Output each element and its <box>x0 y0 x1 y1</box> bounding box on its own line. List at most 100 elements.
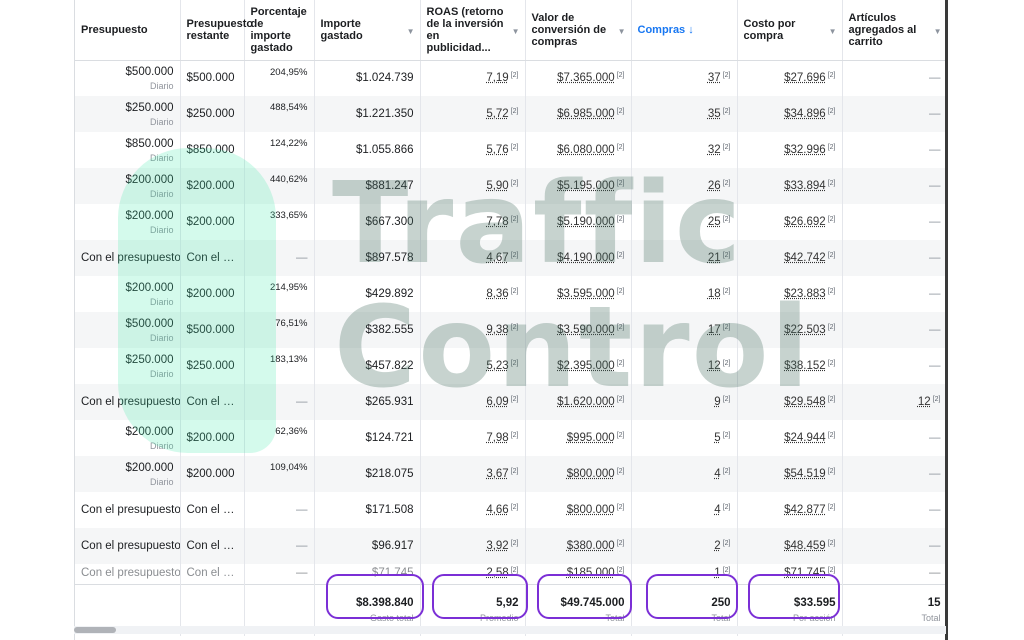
column-header-5[interactable]: Valor de conversión de compras ▼ <box>525 0 632 61</box>
cost-per-purchase-cell[interactable]: $42.877 [2] <box>737 492 843 528</box>
purchases-cell[interactable]: 37 [2] <box>631 60 738 96</box>
cost-per-purchase-cell[interactable]: $33.894 [2] <box>737 168 843 204</box>
cart-items-value: — <box>929 324 941 336</box>
cost-per-purchase-cell[interactable]: $26.692 [2] <box>737 204 843 240</box>
roas-cell[interactable]: 9,38 [2] <box>420 312 526 348</box>
column-header-label: Compras ↓ <box>637 23 694 36</box>
budget-value: $500.000 <box>125 317 174 330</box>
purchases-cell[interactable]: 12 [2] <box>631 348 738 384</box>
column-header-4[interactable]: ROAS (retorno de la inversión en publici… <box>420 0 526 61</box>
column-header-0[interactable]: Presupuesto <box>75 0 181 61</box>
horizontal-scrollbar-thumb[interactable] <box>74 627 116 633</box>
amount-spent-cell: $382.555 <box>314 312 421 348</box>
reference-marker: [2] <box>827 108 836 115</box>
reference-marker: [2] <box>827 432 836 439</box>
purchases-cell[interactable]: 32 [2] <box>631 132 738 168</box>
conversion-value-cell[interactable]: $5.195.000 [2] <box>525 168 632 204</box>
spent-percentage-cell: — <box>244 492 315 528</box>
cost-per-purchase-cell[interactable]: $23.883 [2] <box>737 276 843 312</box>
roas-cell[interactable]: 4,66 [2] <box>420 492 526 528</box>
purchases-cell[interactable]: 25 [2] <box>631 204 738 240</box>
roas-cell[interactable]: 7,19 [2] <box>420 60 526 96</box>
column-header-label: Porcentaje de importe gastado <box>250 5 307 54</box>
sort-chevron-down-icon[interactable]: ▼ <box>933 27 942 36</box>
roas-cell[interactable]: 3,92 [2] <box>420 528 526 564</box>
roas-cell[interactable]: 5,90 [2] <box>420 168 526 204</box>
conversion-value-cell[interactable]: $3.590.000 [2] <box>525 312 632 348</box>
horizontal-scrollbar[interactable] <box>74 626 946 634</box>
conversion-value-cell[interactable]: $3.595.000 [2] <box>525 276 632 312</box>
conversion-value-value: $5.190.000 <box>557 216 615 228</box>
sort-chevron-down-icon[interactable]: ▼ <box>511 27 520 36</box>
highlight-total-conversion <box>537 574 632 619</box>
cost-per-purchase-cell[interactable]: $48.459 [2] <box>737 528 843 564</box>
cost-per-purchase-cell[interactable]: $27.696 [2] <box>737 60 843 96</box>
cart-items-cell: — <box>842 96 945 132</box>
cost-per-purchase-cell[interactable]: $54.519 [2] <box>737 456 843 492</box>
roas-cell[interactable]: 7,98 [2] <box>420 420 526 456</box>
cart-items-cell: — <box>842 276 945 312</box>
column-header-label: ROAS (retorno de la inversión en publici… <box>426 5 504 54</box>
conversion-value-cell[interactable]: $380.000 [2] <box>525 528 632 564</box>
purchases-cell[interactable]: 26 [2] <box>631 168 738 204</box>
spent-percentage-value: 333,65% <box>269 210 308 221</box>
column-header-7[interactable]: Costo por compra ▼ <box>737 0 843 61</box>
purchases-cell[interactable]: 2 [2] <box>631 528 738 564</box>
purchases-cell[interactable]: 9 [2] <box>631 384 738 420</box>
column-header-1[interactable]: Presupuesto restante <box>180 0 253 61</box>
cart-items-cell: — <box>842 456 945 492</box>
cost-per-purchase-cell[interactable]: $34.896 [2] <box>737 96 843 132</box>
reference-marker: [2] <box>722 252 731 259</box>
conversion-value-cell[interactable]: $1.620.000 [2] <box>525 384 632 420</box>
amount-spent-value: $1.055.866 <box>355 144 414 156</box>
conversion-value-cell[interactable]: $800.000 [2] <box>525 492 632 528</box>
cost-per-purchase-cell[interactable]: $22.503 [2] <box>737 312 843 348</box>
column-header-8[interactable]: Artículos agregados al carrito ▼ <box>842 0 945 61</box>
cost-per-purchase-cell[interactable]: $24.944 [2] <box>737 420 843 456</box>
roas-cell[interactable]: 5,76 [2] <box>420 132 526 168</box>
amount-spent-cell: $218.075 <box>314 456 421 492</box>
column-header-3[interactable]: Importe gastado ▼ <box>314 0 421 61</box>
conversion-value-cell[interactable]: $7.365.000 [2] <box>525 60 632 96</box>
conversion-value-cell[interactable]: $2.395.000 [2] <box>525 348 632 384</box>
sort-chevron-down-icon[interactable]: ▼ <box>406 27 415 36</box>
column-header-2[interactable]: Porcentaje de importe gastado <box>244 0 315 61</box>
conversion-value-cell[interactable]: $4.190.000 [2] <box>525 240 632 276</box>
roas-cell[interactable]: 4,67 [2] <box>420 240 526 276</box>
conversion-value-cell[interactable]: $800.000 [2] <box>525 456 632 492</box>
purchases-cell[interactable]: 4 [2] <box>631 492 738 528</box>
roas-cell[interactable]: 6,09 [2] <box>420 384 526 420</box>
roas-cell[interactable]: 7,78 [2] <box>420 204 526 240</box>
cost-per-purchase-cell[interactable]: $32.996 [2] <box>737 132 843 168</box>
spent-percentage-value: 76,51% <box>275 318 308 329</box>
cost-per-purchase-cell[interactable]: $42.742 [2] <box>737 240 843 276</box>
cost-per-purchase-cell[interactable]: $29.548 [2] <box>737 384 843 420</box>
roas-cell[interactable]: 3,67 [2] <box>420 456 526 492</box>
conversion-value-cell[interactable]: $6.080.000 [2] <box>525 132 632 168</box>
spent-percentage-cell: — <box>244 384 315 420</box>
sort-chevron-down-icon[interactable]: ▼ <box>617 27 626 36</box>
purchases-cell[interactable]: 35 [2] <box>631 96 738 132</box>
conversion-value-cell[interactable]: $6.985.000 [2] <box>525 96 632 132</box>
conversion-value-cell[interactable]: $995.000 [2] <box>525 420 632 456</box>
budget-value: Con el presupuesto... <box>81 252 180 264</box>
cost-per-purchase-cell[interactable]: $38.152 [2] <box>737 348 843 384</box>
roas-cell[interactable]: 5,72 [2] <box>420 96 526 132</box>
purchases-cell[interactable]: 21 [2] <box>631 240 738 276</box>
column-header-6[interactable]: Compras ↓ <box>631 0 738 61</box>
cart-items-cell[interactable]: 12 [2] <box>842 384 945 420</box>
purchases-cell[interactable]: 18 [2] <box>631 276 738 312</box>
roas-cell[interactable]: 8,36 [2] <box>420 276 526 312</box>
reference-marker: [2] <box>827 504 836 511</box>
cost-per-purchase-value: $23.883 <box>784 288 826 300</box>
roas-cell[interactable]: 5,23 [2] <box>420 348 526 384</box>
conversion-value-cell[interactable]: $5.190.000 [2] <box>525 204 632 240</box>
sort-chevron-down-icon[interactable]: ▼ <box>828 27 837 36</box>
purchases-value: 2 <box>714 540 721 552</box>
purchases-cell[interactable]: 17 [2] <box>631 312 738 348</box>
amount-spent-value: $124.721 <box>365 432 414 444</box>
amount-spent-cell: $1.055.866 <box>314 132 421 168</box>
purchases-cell[interactable]: 5 [2] <box>631 420 738 456</box>
purchases-cell[interactable]: 4 [2] <box>631 456 738 492</box>
campaign-table: Presupuesto Presupuesto restante Porcentaj… <box>75 0 945 636</box>
